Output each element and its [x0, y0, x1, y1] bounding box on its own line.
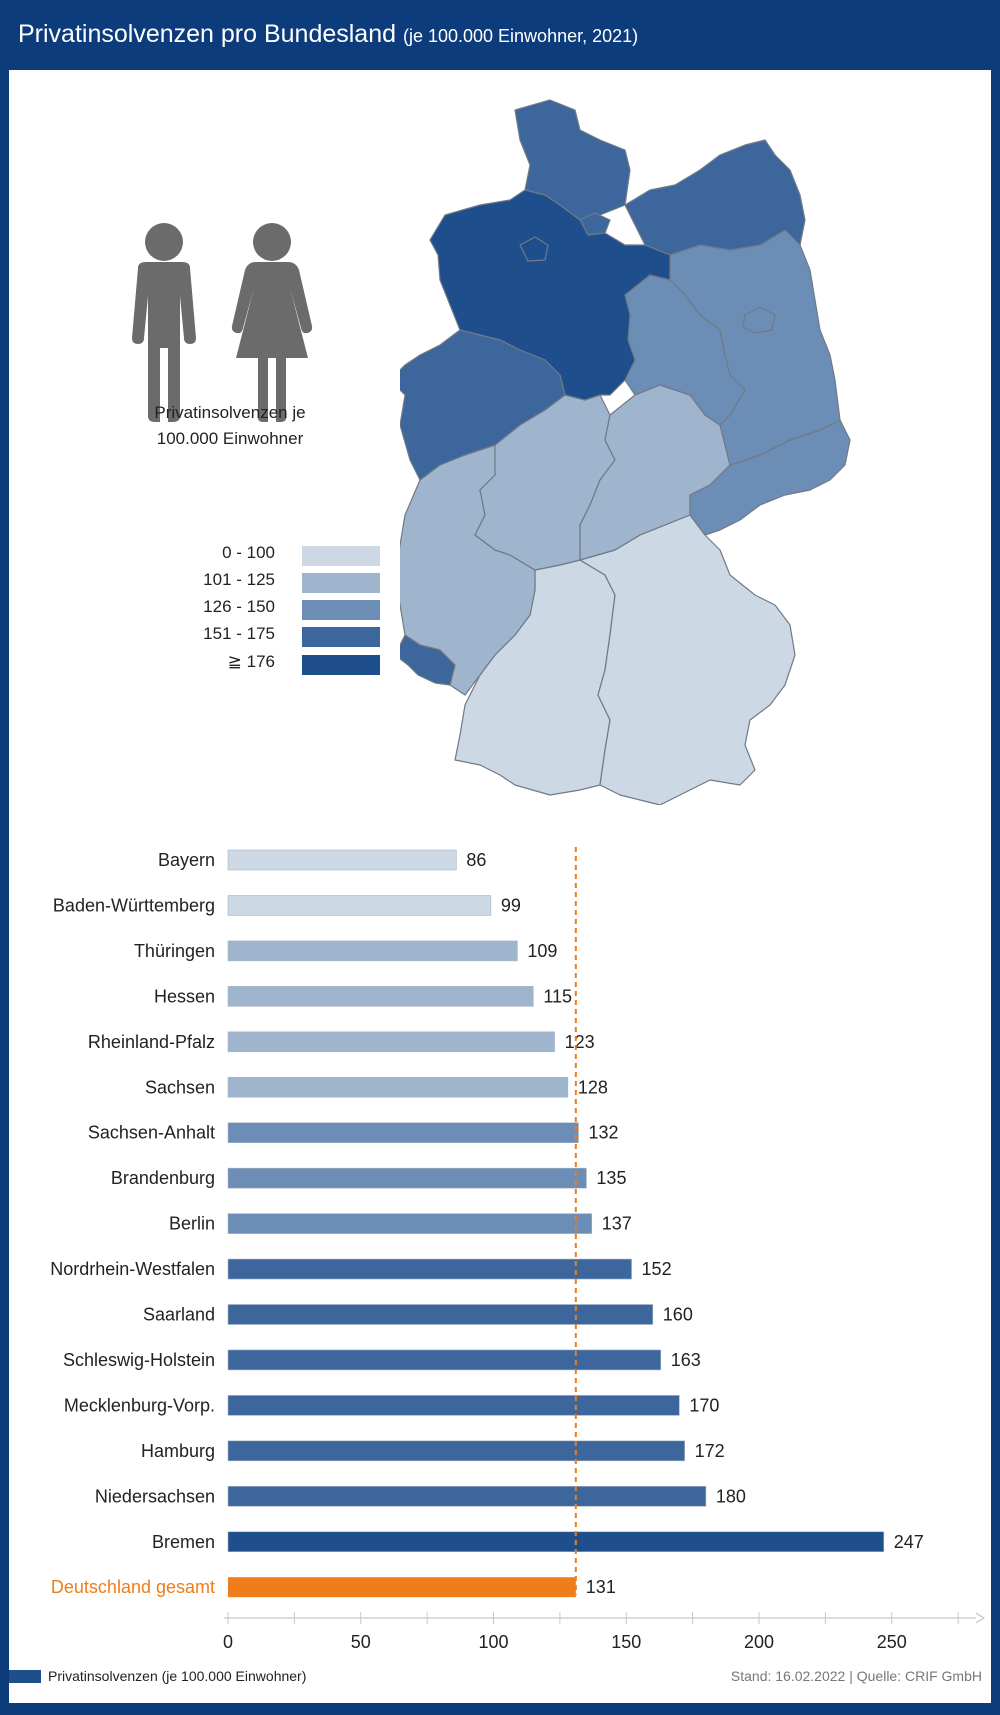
value-label: 86 [466, 850, 486, 870]
category-label: Sachsen-Anhalt [88, 1123, 215, 1143]
legend-item: 151 - 175 [110, 624, 390, 648]
bar [227, 1258, 632, 1280]
category-label: Nordrhein-Westfalen [50, 1259, 215, 1279]
value-label: 131 [586, 1577, 616, 1597]
header-bar: Privatinsolvenzen pro Bundesland (je 100… [0, 0, 1000, 70]
category-label: Schleswig-Holstein [63, 1350, 215, 1370]
legend-item: 0 - 100 [110, 543, 390, 567]
x-tick-label: 150 [611, 1632, 641, 1652]
bar [227, 1076, 569, 1098]
category-label: Hamburg [141, 1441, 215, 1461]
map-legend-title: Privatinsolvenzen je 100.000 Einwohner [110, 400, 350, 452]
x-tick-label: 250 [877, 1632, 907, 1652]
bar [227, 940, 518, 962]
category-label: Saarland [143, 1305, 215, 1325]
male-person-icon [132, 223, 196, 422]
map-state-berlin [742, 306, 776, 334]
legend-item: ≧ 176 [110, 652, 390, 676]
map-state-bayern [579, 514, 796, 805]
category-label: Berlin [169, 1214, 215, 1234]
value-label: 132 [588, 1123, 618, 1143]
category-label: Brandenburg [111, 1168, 215, 1188]
legend-item-label: 101 - 125 [203, 570, 275, 589]
value-label: 137 [602, 1214, 632, 1234]
persons-illustration [132, 223, 313, 422]
footer-legend: Privatinsolvenzen (je 100.000 Einwohner) [9, 1668, 306, 1684]
x-tick-label: 100 [478, 1632, 508, 1652]
legend-item-label: 0 - 100 [222, 543, 275, 562]
category-label: Deutschland gesamt [51, 1577, 215, 1597]
legend-swatch [302, 573, 380, 593]
category-label: Niedersachsen [95, 1486, 215, 1506]
bar [227, 1167, 587, 1189]
bar [227, 1395, 680, 1416]
x-tick-label: 50 [351, 1632, 371, 1652]
value-label: 160 [663, 1305, 693, 1325]
bar [227, 1349, 662, 1371]
category-label: Rheinland-Pfalz [88, 1032, 215, 1052]
value-label: 163 [671, 1350, 701, 1370]
x-tick-label: 200 [744, 1632, 774, 1652]
legend-item-label: 126 - 150 [203, 597, 275, 616]
bar [228, 1577, 576, 1598]
category-label: Bremen [152, 1532, 215, 1552]
legend-item: 126 - 150 [110, 597, 390, 621]
map-state-schleswig-holstein [514, 99, 631, 221]
bar [227, 1440, 685, 1462]
value-label: 99 [501, 895, 521, 915]
value-label: 170 [689, 1395, 719, 1415]
bar [227, 1531, 885, 1553]
bar [227, 1213, 593, 1234]
title-text: Privatinsolvenzen pro Bundesland [18, 20, 397, 48]
value-label: 109 [527, 941, 557, 961]
value-label: 247 [894, 1532, 924, 1552]
value-label: 115 [543, 986, 572, 1006]
value-label: 135 [596, 1168, 626, 1188]
value-label: 128 [578, 1077, 608, 1097]
legend-swatch [302, 546, 380, 566]
bar [227, 1304, 654, 1325]
category-label: Mecklenburg-Vorp. [64, 1395, 215, 1415]
category-label: Baden-Württemberg [53, 895, 215, 915]
category-label: Sachsen [145, 1077, 215, 1097]
x-axis: 0 50 100 150 200 250 [223, 1612, 986, 1652]
footer-legend-swatch [9, 1669, 41, 1683]
legend-item-label: 151 - 175 [203, 624, 275, 643]
map-state-saarland [400, 634, 456, 686]
category-label: Hessen [154, 986, 215, 1006]
source-note: Stand: 16.02.2022 | Quelle: CRIF GmbH [730, 1668, 982, 1684]
value-label: 152 [642, 1259, 672, 1279]
page-title: Privatinsolvenzen pro Bundesland (je 100… [18, 20, 638, 49]
map-state-mecklenburg-vorpommern [624, 139, 806, 256]
bar [227, 849, 457, 871]
female-person-icon [231, 223, 313, 422]
category-label: Thüringen [134, 941, 215, 961]
subtitle-text: (je 100.000 Einwohner, 2021) [402, 26, 639, 46]
map-state-nordrhein-westfalen [400, 329, 566, 481]
bar [227, 1122, 579, 1143]
value-label: 180 [716, 1486, 746, 1506]
x-tick-label: 0 [223, 1632, 233, 1652]
legend-swatch [302, 627, 380, 647]
legend-swatch [302, 655, 380, 675]
footer-legend-label: Privatinsolvenzen (je 100.000 Einwohner) [48, 1668, 307, 1684]
map-state-bremen [519, 236, 549, 262]
bar [227, 1031, 555, 1053]
value-label: 123 [565, 1032, 595, 1052]
bars-group: Bayern 86 Baden-Württemberg 99 Thüringen 109 H… [50, 847, 924, 1598]
bar [227, 895, 492, 916]
bar [227, 1486, 707, 1507]
x-axis-arrow-icon [975, 1612, 986, 1624]
bar [227, 986, 534, 1007]
legend-swatch [302, 600, 380, 620]
category-label: Bayern [158, 850, 215, 870]
value-label: 172 [695, 1441, 725, 1461]
legend-item-label: ≧ 176 [227, 652, 275, 671]
legend-title-line2: 100.000 Einwohner [156, 429, 304, 448]
germany-map [400, 99, 851, 805]
legend-item: 101 - 125 [110, 570, 390, 594]
legend-title-line1: Privatinsolvenzen je [154, 403, 306, 422]
